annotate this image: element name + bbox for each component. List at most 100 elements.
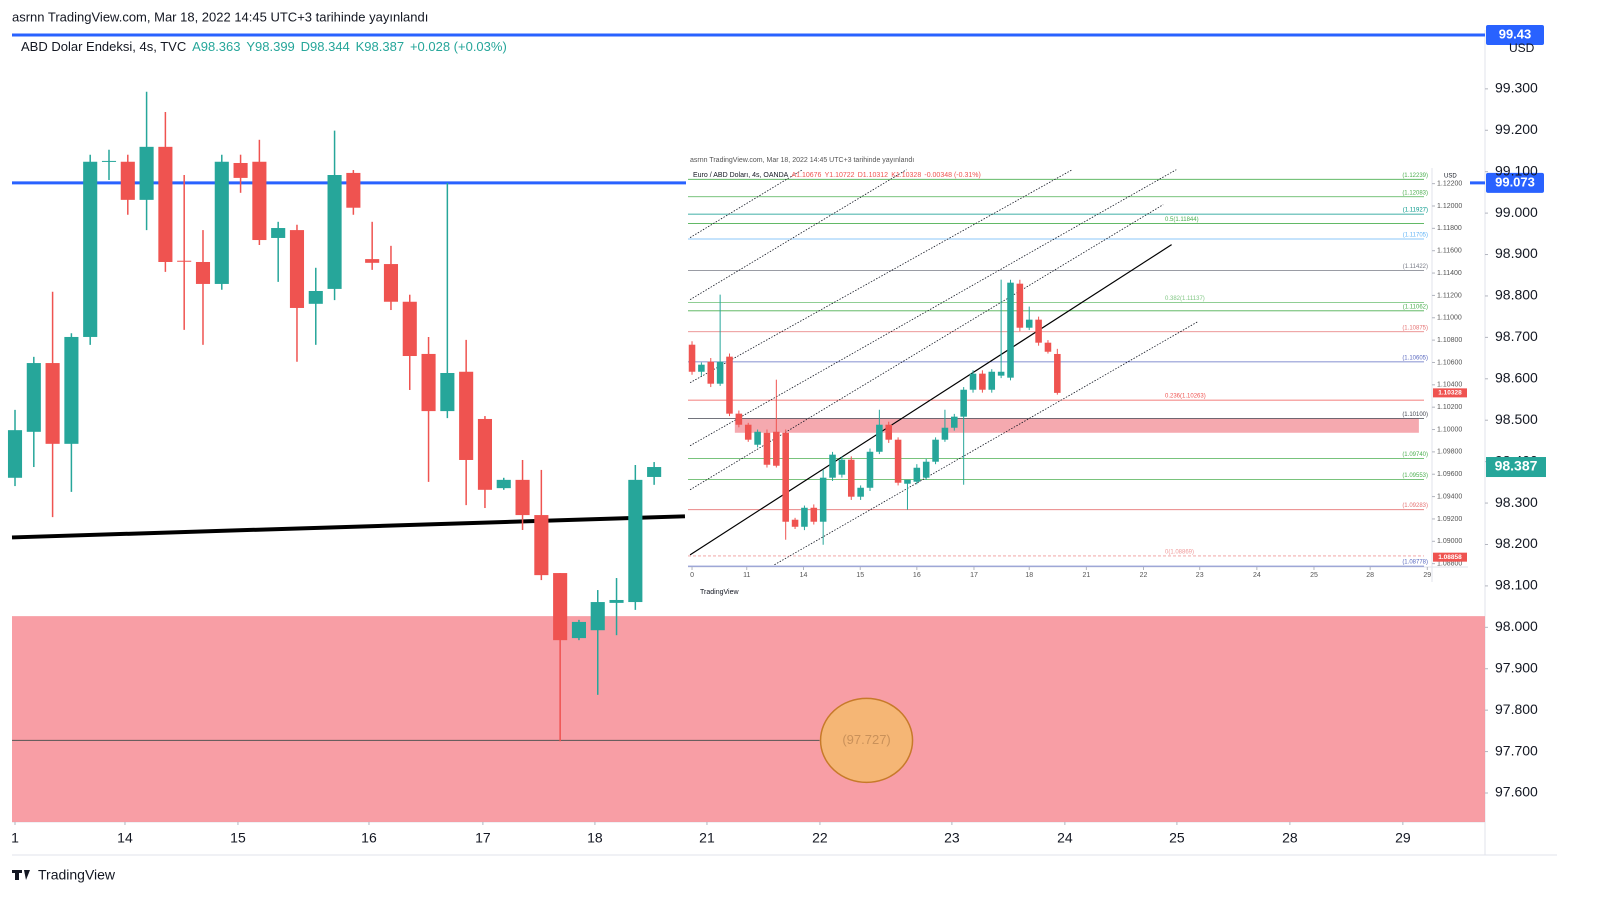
y-tick-label: 1.11000 — [1437, 315, 1462, 322]
fib-label: (1.10875) — [1402, 325, 1428, 331]
x-tick-label: 24 — [1057, 830, 1073, 846]
candle-body — [754, 431, 761, 445]
fib-label: (1.09283) — [1402, 503, 1428, 509]
x-tick-label: 16 — [361, 830, 377, 846]
candle-body — [7, 430, 23, 478]
y-tick-label: 1.09000 — [1437, 538, 1462, 545]
y-tick-label: 97.800 — [1495, 701, 1538, 717]
candle-body — [1016, 283, 1024, 328]
candle-body — [847, 459, 855, 497]
candle-body — [932, 439, 939, 462]
candle-body — [383, 264, 399, 302]
x-tick-label: 14 — [800, 572, 808, 579]
legend-title: Euro / ABD Doları, 4s, OANDA — [693, 172, 789, 179]
candle-body — [195, 261, 211, 284]
y-tick-label: 97.600 — [1495, 784, 1538, 800]
x-tick-label: 0 — [690, 572, 694, 579]
y-tick-label: 99.000 — [1495, 204, 1538, 220]
candle-body — [979, 373, 986, 390]
x-tick-label: 22 — [812, 830, 828, 846]
y-tick-label: 1.09800 — [1437, 449, 1462, 456]
candle-body — [233, 162, 248, 178]
inset-background — [686, 152, 1470, 600]
legend-value: A98.363 — [192, 39, 240, 54]
candle-body — [346, 172, 361, 208]
candle-body — [1007, 282, 1014, 378]
header: asrnn TradingView.com, Mar 18, 2022 14:4… — [12, 9, 428, 24]
zone — [12, 616, 1485, 822]
candle-body — [698, 364, 705, 372]
y-tick-label: 98.700 — [1495, 328, 1538, 344]
y-tick-label: 98.000 — [1495, 618, 1538, 634]
candle-body — [744, 424, 752, 440]
fib-label: (1.11927) — [1403, 208, 1428, 214]
candle-body — [553, 573, 568, 641]
candle-body — [922, 461, 930, 478]
x-tick-label: 17 — [970, 572, 978, 579]
x-tick-label: 22 — [1140, 572, 1148, 579]
y-tick-label: 1.09200 — [1437, 516, 1462, 523]
candle-body — [969, 373, 977, 390]
candle-body — [876, 424, 883, 452]
currency: USD — [1509, 41, 1535, 55]
trendline — [11, 514, 686, 540]
y-tick-label: 98.500 — [1495, 411, 1538, 427]
candle-body — [496, 479, 511, 489]
x-tick-label: 21 — [1082, 572, 1090, 579]
y-tick-label: 1.10400 — [1437, 382, 1462, 389]
price-tag — [1433, 552, 1467, 562]
candle-body — [477, 418, 493, 490]
candle-body — [997, 371, 1005, 376]
candle-body — [101, 160, 117, 162]
candle-body — [440, 372, 455, 412]
channel-line — [689, 169, 803, 238]
y-tick-label: 1.11200 — [1437, 292, 1462, 299]
y-tick-label: 98.100 — [1495, 577, 1538, 593]
trendline — [689, 244, 1172, 556]
legend-value: A1.10676 — [791, 172, 821, 179]
candle-body — [252, 161, 267, 241]
y-tick-label: 97.900 — [1495, 659, 1538, 675]
last-price-label: 1.10328 — [1438, 390, 1462, 397]
candle-body — [782, 432, 789, 522]
candle-body — [801, 507, 808, 527]
y-tick-label: 1.10800 — [1437, 337, 1462, 344]
fib-label: 0.236(1.10263) — [1165, 394, 1206, 400]
x-tick-label: 21 — [699, 830, 715, 846]
x-tick-label: 23 — [944, 830, 960, 846]
logo — [12, 870, 30, 880]
x-tick-label: 28 — [1366, 572, 1374, 579]
candle-body — [960, 389, 967, 417]
y-tick-label: 1.11400 — [1437, 270, 1462, 277]
fib-label: (1.10100) — [1402, 412, 1428, 418]
legend-value: Y98.399 — [246, 39, 294, 54]
candle-body — [628, 479, 643, 603]
zone — [734, 418, 1419, 433]
candle-body — [609, 599, 624, 603]
y-tick-label: 98.900 — [1495, 245, 1538, 261]
candle-body — [365, 259, 380, 263]
channel-line — [689, 169, 1177, 447]
candle-body — [177, 260, 192, 262]
y-tick-label: 1.12000 — [1437, 203, 1462, 210]
level-label: (97.727) — [842, 732, 890, 747]
candle-body — [1035, 319, 1042, 343]
last-price-label: 98.387 — [1495, 458, 1538, 474]
footer: TradingView — [38, 867, 116, 883]
candle-body — [857, 487, 864, 497]
candle-body — [951, 416, 958, 428]
last-price-tag — [1433, 388, 1467, 398]
y-tick-label: 99.100 — [1495, 162, 1538, 178]
candle-body — [1044, 342, 1052, 352]
candle-body — [735, 413, 743, 425]
x-tick-label: 15 — [856, 572, 864, 579]
inset-footer: TradingView — [700, 589, 739, 596]
legend: ABD Dolar Endeksi, 4s, TVC A98.363 Y98.399… — [21, 39, 507, 54]
x-tick-label: 25 — [1310, 572, 1318, 579]
x-tick-label: 17 — [475, 830, 491, 846]
legend-value: Y1.10722 — [825, 172, 855, 179]
x-tick-label: 11 — [743, 572, 750, 579]
legend-value: -0.00348 (-0.31%) — [924, 172, 980, 179]
candle-body — [913, 467, 921, 482]
candle-body — [866, 451, 874, 488]
